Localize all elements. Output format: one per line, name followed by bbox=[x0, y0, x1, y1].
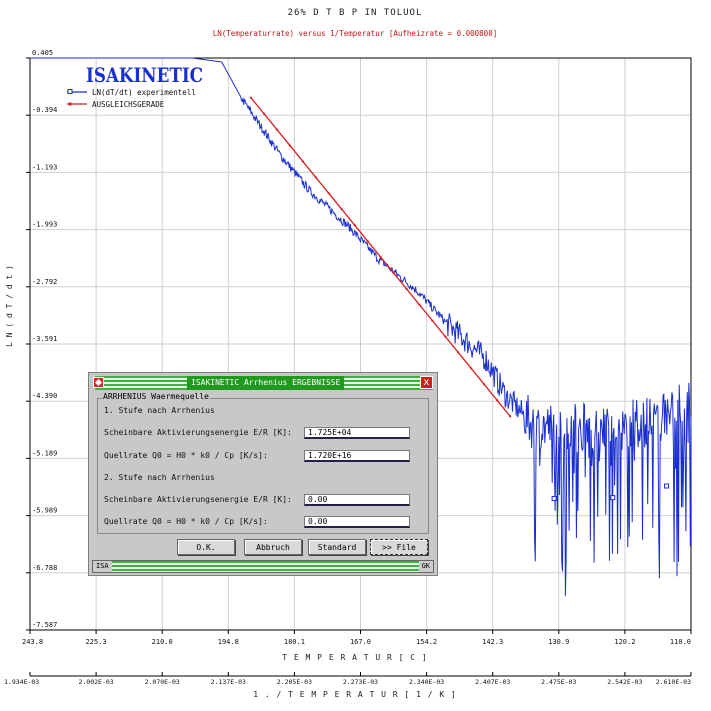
x-tick-label-reciprocal: 2.205E-03 bbox=[277, 678, 312, 686]
q1-field[interactable]: 1.720E+16 bbox=[304, 450, 410, 462]
y-tick-label: 0.405 bbox=[32, 49, 53, 57]
series-point-fit bbox=[340, 208, 343, 211]
x-tick-label-reciprocal: 1.934E-03 bbox=[4, 678, 39, 686]
x-tick-label-temperature: 154.2 bbox=[416, 638, 437, 646]
series-point-fit bbox=[327, 192, 330, 195]
series-point-fit bbox=[249, 96, 253, 99]
x-tick-label-reciprocal: 2.273E-03 bbox=[343, 678, 378, 686]
x-tick-label-reciprocal: 2.070E-03 bbox=[145, 678, 180, 686]
series-point-fit bbox=[470, 367, 473, 370]
y-tick-label: -5.989 bbox=[32, 507, 57, 515]
arrhenius-results-dialog: ISAKINETIC Arrhenius ERGEBNISSE x ARRHEN… bbox=[88, 372, 438, 576]
chart-title: 26% D T B P IN TOLUOL bbox=[288, 8, 423, 18]
x-axis-label: T E M P E R A T U R [ C ] bbox=[282, 653, 427, 662]
q2-label: Quellrate Q0 = H0 * k0 / Cp [K/s]: bbox=[104, 517, 268, 526]
series-point-fit bbox=[379, 255, 382, 259]
ea2-label: Scheinbare Aktivierungsenergie E/R [K]: bbox=[104, 495, 292, 504]
y-tick-label: -1.193 bbox=[32, 163, 57, 171]
series-point-experimental bbox=[610, 495, 616, 501]
x-tick-label-reciprocal: 2.407E-03 bbox=[475, 678, 510, 686]
x-tick-labels-reciprocal: 1.934E-03 2.002E-03 2.070E-03 2.137E-03 2.20… bbox=[4, 678, 691, 686]
stage2-heading: 2. Stufe nach Arrhenius bbox=[104, 473, 215, 482]
series-point-fit bbox=[444, 335, 447, 338]
y-axis-label: L N ( d T / d t ) bbox=[5, 265, 14, 347]
y-tick-label: -0.394 bbox=[32, 106, 57, 114]
y-tick-label: -6.788 bbox=[32, 564, 57, 572]
legend-marker-fit bbox=[68, 102, 72, 106]
series-point-experimental bbox=[664, 483, 670, 489]
stage1-heading: 1. Stufe nach Arrhenius bbox=[104, 406, 215, 415]
dialog-status-bar: ISA GK bbox=[92, 560, 434, 573]
series-point-fit bbox=[288, 144, 291, 147]
y-tick-label: -5.189 bbox=[32, 449, 57, 457]
y-tick-label: -3.591 bbox=[32, 335, 57, 343]
series-point-fit bbox=[457, 351, 460, 354]
brand-logo: ISAKINETIC bbox=[86, 63, 203, 87]
y-tick-label: -2.792 bbox=[32, 278, 57, 286]
x-tick-label-temperature: 243.8 bbox=[22, 638, 43, 646]
series-point-fit bbox=[392, 271, 395, 274]
series-point-fit bbox=[509, 415, 512, 418]
dialog-title: ISAKINETIC Arrhenius ERGEBNISSE bbox=[187, 376, 345, 390]
x-tick-label-temperature: 142.3 bbox=[482, 638, 503, 646]
series-point-fit bbox=[483, 383, 486, 386]
chart-subtitle: LN(Temperaturrate) versus 1/Temperatur [… bbox=[213, 29, 497, 38]
close-icon[interactable]: x bbox=[420, 376, 433, 389]
q2-field[interactable]: 0.00 bbox=[304, 516, 410, 528]
ea1-field[interactable]: 1.725E+04 bbox=[304, 427, 410, 439]
series-point-fit bbox=[431, 319, 434, 322]
y-tick-label: -7.587 bbox=[32, 621, 57, 629]
x-tick-label-reciprocal: 2.137E-03 bbox=[211, 678, 246, 686]
x-tick-label-temperature: 167.0 bbox=[350, 638, 371, 646]
x-tick-label-reciprocal: 2.542E-03 bbox=[607, 678, 642, 686]
series-point-fit bbox=[314, 176, 317, 179]
x2-axis-label: 1 . / T E M P E R A T U R [ 1 / K ] bbox=[253, 690, 457, 699]
x-tick-labels-temperature: 243.8 225.3 210.0 194.8 180.1 167.0 154.2 142.3… bbox=[22, 638, 691, 646]
ea2-field[interactable]: 0.00 bbox=[304, 494, 410, 506]
x-tick-label-reciprocal: 2.475E-03 bbox=[541, 678, 576, 686]
series-layer bbox=[30, 57, 692, 596]
x-tick-label-temperature: 194.8 bbox=[218, 638, 239, 646]
y-tick-label: -4.390 bbox=[32, 392, 57, 400]
series-point-fit bbox=[353, 224, 356, 227]
x-tick-label-temperature: 130.9 bbox=[548, 638, 569, 646]
legend-marker-experimental bbox=[67, 89, 73, 94]
group-label: ARRHENIUS Waermequelle bbox=[102, 392, 210, 402]
series-point-fit bbox=[366, 239, 369, 243]
series-point-fit bbox=[275, 128, 278, 131]
x-tick-label-temperature: 225.3 bbox=[86, 638, 107, 646]
x-tick-label-reciprocal: 2.340E-03 bbox=[409, 678, 444, 686]
dialog-title-bar[interactable]: ISAKINETIC Arrhenius ERGEBNISSE bbox=[95, 376, 433, 390]
ea1-label: Scheinbare Aktivierungsenergie E/R [K]: bbox=[104, 428, 292, 437]
legend-label-experimental: LN(dT/dt) experimentell bbox=[92, 88, 196, 97]
file-button[interactable]: >> File bbox=[370, 539, 428, 555]
x-tick-label-reciprocal: 2.002E-03 bbox=[78, 678, 113, 686]
plot-area-frame bbox=[29, 57, 692, 631]
y-tick-label: -1.993 bbox=[32, 221, 57, 229]
x-tick-label-temperature: 180.1 bbox=[284, 638, 305, 646]
status-left: ISA bbox=[93, 561, 112, 572]
x-tick-label-temperature: 120.2 bbox=[614, 638, 635, 646]
series-point-fit bbox=[301, 160, 304, 163]
legend: LN(dT/dt) experimentell AUSGLEICHSGERADE bbox=[67, 88, 196, 109]
x-tick-label-temperature: 110.0 bbox=[670, 638, 691, 646]
series-point-fit bbox=[262, 112, 266, 115]
x-tick-label-reciprocal: 2.610E-03 bbox=[656, 678, 691, 686]
x-tick-label-temperature: 210.0 bbox=[152, 638, 173, 646]
arrhenius-group: ARRHENIUS Waermequelle 1. Stufe nach Arr… bbox=[97, 392, 429, 534]
status-right: GK bbox=[418, 561, 433, 572]
series-point-fit bbox=[496, 399, 499, 402]
series-point-experimental bbox=[551, 496, 557, 502]
series-point-fit bbox=[405, 287, 408, 290]
q1-label: Quellrate Q0 = H0 * k0 / Cp [K/s]: bbox=[104, 451, 268, 460]
app-menu-icon[interactable] bbox=[93, 377, 104, 388]
ok-button[interactable]: O.K. bbox=[177, 539, 235, 555]
legend-label-fit: AUSGLEICHSGERADE bbox=[92, 100, 165, 109]
y-tick-labels: 0.405 -0.394 -1.193 -1.993 -2.792 -3.591 -4.39… bbox=[32, 49, 57, 629]
series-point-fit bbox=[418, 303, 421, 306]
standard-button[interactable]: Standard bbox=[308, 539, 366, 555]
series-line-experimental bbox=[30, 57, 692, 596]
abort-button[interactable]: Abbruch bbox=[244, 539, 302, 555]
